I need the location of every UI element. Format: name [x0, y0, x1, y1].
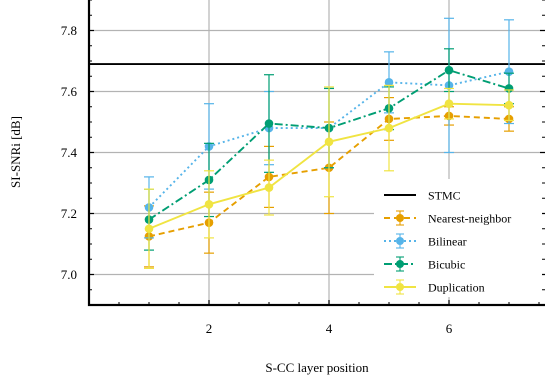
legend-label: Bicubic	[428, 258, 465, 272]
data-point	[265, 183, 274, 192]
x-tick-label: 2	[206, 321, 213, 336]
legend-marker	[396, 237, 404, 245]
legend-label: STMC	[428, 189, 461, 203]
y-tick-label: 7.0	[61, 267, 77, 282]
legend-marker	[396, 283, 404, 291]
legend-label: Bilinear	[428, 235, 467, 249]
x-axis-label: S-CC layer position	[265, 360, 369, 375]
x-tick-label: 6	[446, 321, 453, 336]
data-point	[445, 66, 454, 75]
data-point	[445, 99, 454, 108]
legend-marker	[396, 260, 404, 268]
y-tick-label: 7.8	[61, 23, 77, 38]
data-point	[145, 224, 154, 233]
data-point	[205, 200, 214, 209]
legend-label: Nearest-neighbor	[428, 212, 511, 226]
data-point	[325, 138, 334, 147]
y-tick-label: 7.6	[61, 84, 78, 99]
legend-label: Duplication	[428, 281, 485, 295]
y-axis-label: SI-SNRi [dB]	[8, 116, 23, 188]
data-point	[385, 124, 394, 133]
y-tick-label: 7.4	[61, 145, 78, 160]
y-tick-label: 7.2	[61, 206, 77, 221]
data-point	[265, 119, 274, 128]
legend: STMC Nearest-neighbor Bilinear Bicubic Dupli…	[374, 179, 542, 297]
data-point	[505, 101, 514, 110]
legend-marker	[396, 214, 404, 222]
x-tick-label: 4	[326, 321, 333, 336]
